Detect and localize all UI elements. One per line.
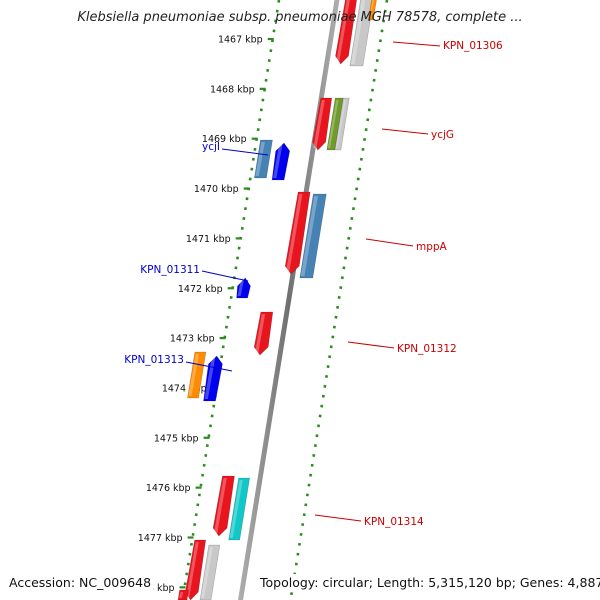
gene-feature [184, 539, 207, 600]
track-line-inner [181, 0, 281, 600]
leader-line [221, 148, 269, 156]
scale-label: 1468 kbp [210, 84, 255, 95]
gene-feature [236, 277, 251, 299]
gene-feature-highlight [179, 592, 184, 598]
gene-feature [212, 475, 235, 537]
scale-ticks: 1467 kbp 1468 kbp 1469 kbp 1470 kbp 1471 kbp… [130, 35, 274, 594]
gene-feature-highlight [186, 542, 199, 598]
gene-label: KPN_01314 [364, 516, 424, 528]
backbone-line [238, 0, 340, 600]
gene-label: mppA [416, 241, 448, 253]
scale-label: 1469 kbp [202, 134, 247, 145]
gene-feature-highlight [369, 0, 375, 18]
leader-line [392, 41, 441, 47]
gene-feature-highlight [285, 194, 303, 272]
gene-feature [177, 589, 189, 600]
scale-label: 1471 kbp [186, 234, 231, 245]
scale-label: 1477 kbp [138, 533, 183, 544]
scale-label: 1472 kbp [178, 284, 223, 295]
gene-label: ycjG [431, 129, 454, 141]
track-lines [181, 0, 389, 600]
gene-feature [199, 544, 221, 600]
leader-line [381, 128, 429, 135]
gene-feature-highlight [273, 145, 283, 178]
gene-feature-highlight [335, 100, 346, 148]
scale-label: 1473 kbp [170, 334, 215, 345]
leader-line [201, 270, 249, 282]
gene-feature-highlight [213, 478, 227, 534]
gene-label: KPN_01311 [140, 264, 200, 276]
gene-feature [312, 97, 333, 151]
gene-feature-highlight [336, 0, 350, 62]
summary-text: Topology: circular; Length: 5,315,120 bp… [258, 574, 600, 591]
accession-text: Accession: NC_009648 [7, 574, 154, 591]
gene-label: KPN_01313 [124, 354, 184, 366]
gene-feature [299, 193, 327, 279]
gene-feature-highlight [254, 314, 266, 353]
gene-feature-highlight [255, 142, 265, 176]
gene-feature [253, 311, 274, 356]
leader-line [314, 514, 362, 522]
gene-feature-highlight [350, 0, 366, 64]
gene-feature [335, 0, 357, 65]
scale-label: 1467 kbp [218, 35, 263, 46]
gene-feature [187, 351, 207, 399]
scale-label: 1474 kbp [162, 383, 207, 394]
gene-feature [284, 191, 311, 275]
leader-line [365, 238, 414, 247]
gene-label: KPN_01312 [397, 343, 457, 355]
gene-feature [271, 142, 291, 181]
backbone [238, 0, 340, 600]
gene-feature-highlight [229, 480, 243, 538]
gene-feature [334, 97, 350, 151]
gene-label: KPN_01306 [443, 40, 503, 52]
track-line-outer [289, 0, 389, 600]
gene-feature [349, 0, 374, 67]
gene-feature-highlight [300, 196, 318, 276]
gene-feature-highlight [313, 100, 325, 148]
gene-feature [203, 355, 223, 402]
leader-line [185, 361, 233, 372]
gene-label: ycjI [202, 141, 220, 153]
gene-feature-highlight [237, 280, 244, 296]
gene-feature [228, 477, 250, 541]
scale-label: 1470 kbp [194, 184, 239, 195]
label-leaders [185, 41, 441, 522]
gene-feature-highlight [204, 358, 216, 399]
gene-feature-highlight [327, 100, 339, 148]
scale-label: 1476 kbp [146, 483, 191, 494]
gene-feature [367, 0, 377, 21]
gene-feature-highlight [201, 547, 213, 598]
map-title: Klebsiella pneumoniae subsp. pneumoniae … [77, 10, 523, 25]
gene-labels: ycjI KPN_01311 KPN_01313 KPN_01306 ycjG mppA K… [124, 40, 503, 528]
scale-label: 1475 kbp [154, 433, 199, 444]
gene-feature [254, 139, 273, 179]
leader-line [347, 341, 395, 349]
gene-features[interactable] [177, 0, 378, 600]
